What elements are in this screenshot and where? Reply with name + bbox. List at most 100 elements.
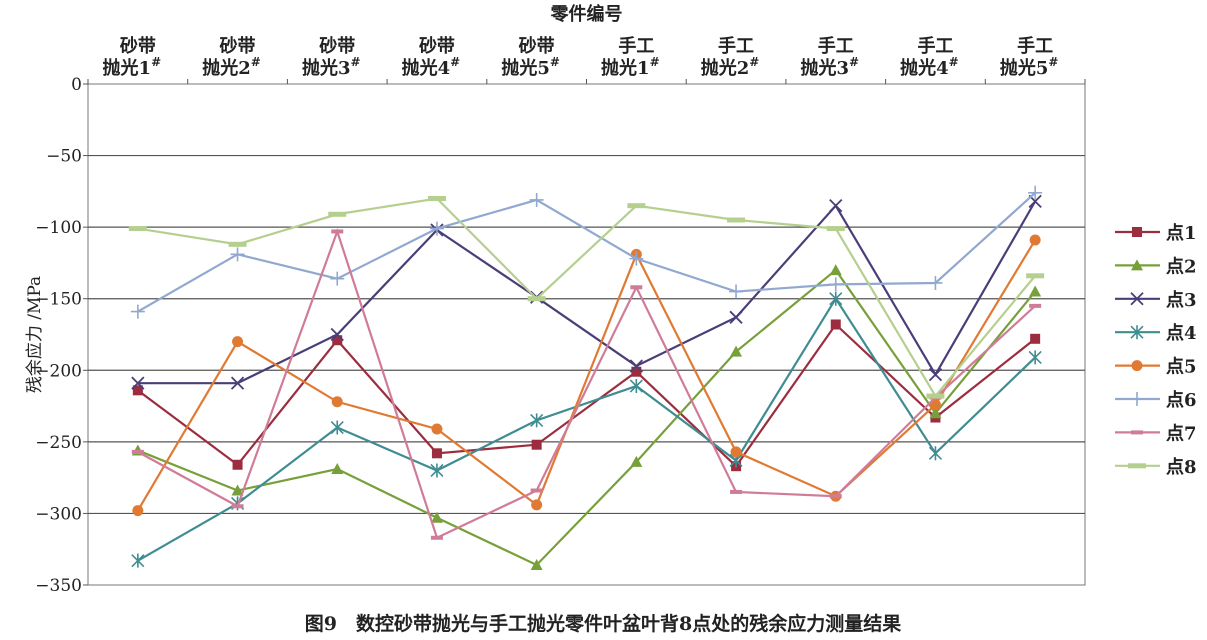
asterisk-marker: [131, 553, 145, 568]
category-superscript: #: [550, 55, 560, 69]
square-marker: [830, 319, 841, 330]
square-marker: [631, 366, 642, 377]
square-marker: [332, 335, 343, 346]
legend-label: 点2: [1166, 255, 1197, 277]
legend-label: 点8: [1166, 456, 1197, 478]
dash-marker: [730, 489, 743, 494]
category-superscript: #: [350, 55, 360, 69]
bar-marker: [1026, 273, 1045, 279]
legend-item: 点6: [1115, 389, 1197, 411]
square-marker: [232, 459, 243, 470]
plus-marker: [1130, 392, 1144, 406]
bar-marker: [328, 211, 347, 217]
category-superscript: #: [849, 55, 859, 69]
asterisk-marker: [1130, 325, 1144, 340]
plus-marker: [429, 221, 444, 236]
series-line: [137, 228, 1036, 540]
circle-marker: [132, 505, 144, 517]
category-superscript: #: [251, 55, 261, 69]
category-name: 抛光5: [1000, 57, 1049, 79]
plus-marker: [729, 284, 744, 299]
category-superscript: #: [151, 55, 161, 69]
dash-marker: [231, 504, 244, 509]
x-marker: [829, 199, 843, 213]
plus-marker: [1028, 185, 1043, 200]
x-category-label-line2: 抛光4#: [900, 55, 959, 79]
y-tick-label: −250: [35, 433, 82, 453]
bar-marker: [727, 217, 746, 223]
plus-marker: [629, 251, 644, 266]
category-name: 抛光1: [103, 57, 152, 79]
x-category-label-line2: 抛光4#: [402, 55, 461, 79]
y-tick-label: −200: [35, 361, 82, 381]
x-category-label-line1: 砂带: [120, 35, 156, 57]
asterisk-marker: [928, 446, 943, 461]
plus-marker: [230, 247, 245, 262]
category-name: 抛光3: [800, 57, 849, 79]
category-name: 抛光5: [501, 57, 550, 79]
circle-marker: [730, 446, 742, 458]
category-name: 抛光2: [202, 57, 251, 79]
legend-item: 点4: [1115, 322, 1197, 344]
dash-marker: [630, 285, 643, 290]
triangle-marker: [331, 463, 344, 475]
legend-label: 点1: [1166, 222, 1197, 244]
x-category-label-line2: 抛光1#: [601, 55, 660, 79]
asterisk-marker: [829, 291, 843, 306]
bar-marker: [627, 203, 646, 209]
x-category-label-line1: 手工: [618, 35, 654, 57]
plus-marker: [828, 277, 843, 292]
x-category-label-line1: 砂带: [419, 35, 455, 57]
x-category-label-line2: 抛光3#: [800, 55, 859, 79]
triangle-marker: [1029, 285, 1042, 297]
square-marker: [431, 448, 442, 459]
asterisk-marker: [430, 463, 444, 478]
category-name: 抛光2: [701, 57, 750, 79]
triangle-marker: [829, 264, 842, 276]
figure-caption: 图9 数控砂带抛光与手工抛光零件叶盆叶背8点处的残余应力测量结果: [305, 612, 901, 635]
x-marker: [131, 376, 145, 390]
legend-item: 点2: [1115, 255, 1197, 277]
bar-marker: [128, 226, 147, 232]
circle-marker: [1131, 360, 1143, 372]
triangle-marker: [730, 345, 743, 357]
x-category-label-line1: 砂带: [220, 35, 256, 57]
circle-marker: [531, 499, 543, 511]
x-marker: [928, 367, 943, 382]
series-line: [136, 239, 1037, 512]
dash-marker: [1131, 430, 1143, 435]
y-tick-label: 0: [71, 75, 82, 95]
triangle-marker: [530, 558, 543, 570]
plus-marker: [928, 275, 943, 290]
series-8: [128, 196, 1045, 399]
x-category-label-line1: 手工: [917, 35, 953, 57]
x-category-label-line2: 抛光1#: [103, 55, 162, 79]
legend-item: 点3: [1115, 289, 1197, 311]
category-name: 抛光4: [900, 57, 949, 79]
category-superscript: #: [1048, 55, 1058, 69]
legend-label: 点6: [1166, 389, 1197, 411]
dash-marker: [1029, 303, 1042, 308]
category-superscript: #: [749, 55, 759, 69]
legend-label: 点3: [1166, 289, 1197, 311]
x-category-label-line2: 抛光2#: [701, 55, 760, 79]
series-7: [131, 228, 1042, 540]
category-superscript: #: [650, 55, 660, 69]
circle-marker: [929, 399, 941, 411]
y-tick-label: −100: [35, 218, 82, 238]
bar-marker: [228, 241, 247, 247]
circle-marker: [1029, 234, 1041, 246]
asterisk-marker: [1028, 350, 1042, 365]
legend-item: 点5: [1115, 356, 1197, 378]
series-4: [131, 291, 1042, 568]
x-category-label-line1: 砂带: [519, 35, 555, 57]
x-marker: [230, 376, 245, 390]
series-line: [137, 191, 1036, 313]
x-category-label-line1: 砂带: [319, 35, 355, 57]
x-category-label-line2: 抛光2#: [202, 55, 261, 79]
series-5: [132, 234, 1041, 517]
series-6: [130, 185, 1043, 319]
y-tick-label: −300: [35, 504, 82, 524]
circle-marker: [431, 423, 443, 435]
